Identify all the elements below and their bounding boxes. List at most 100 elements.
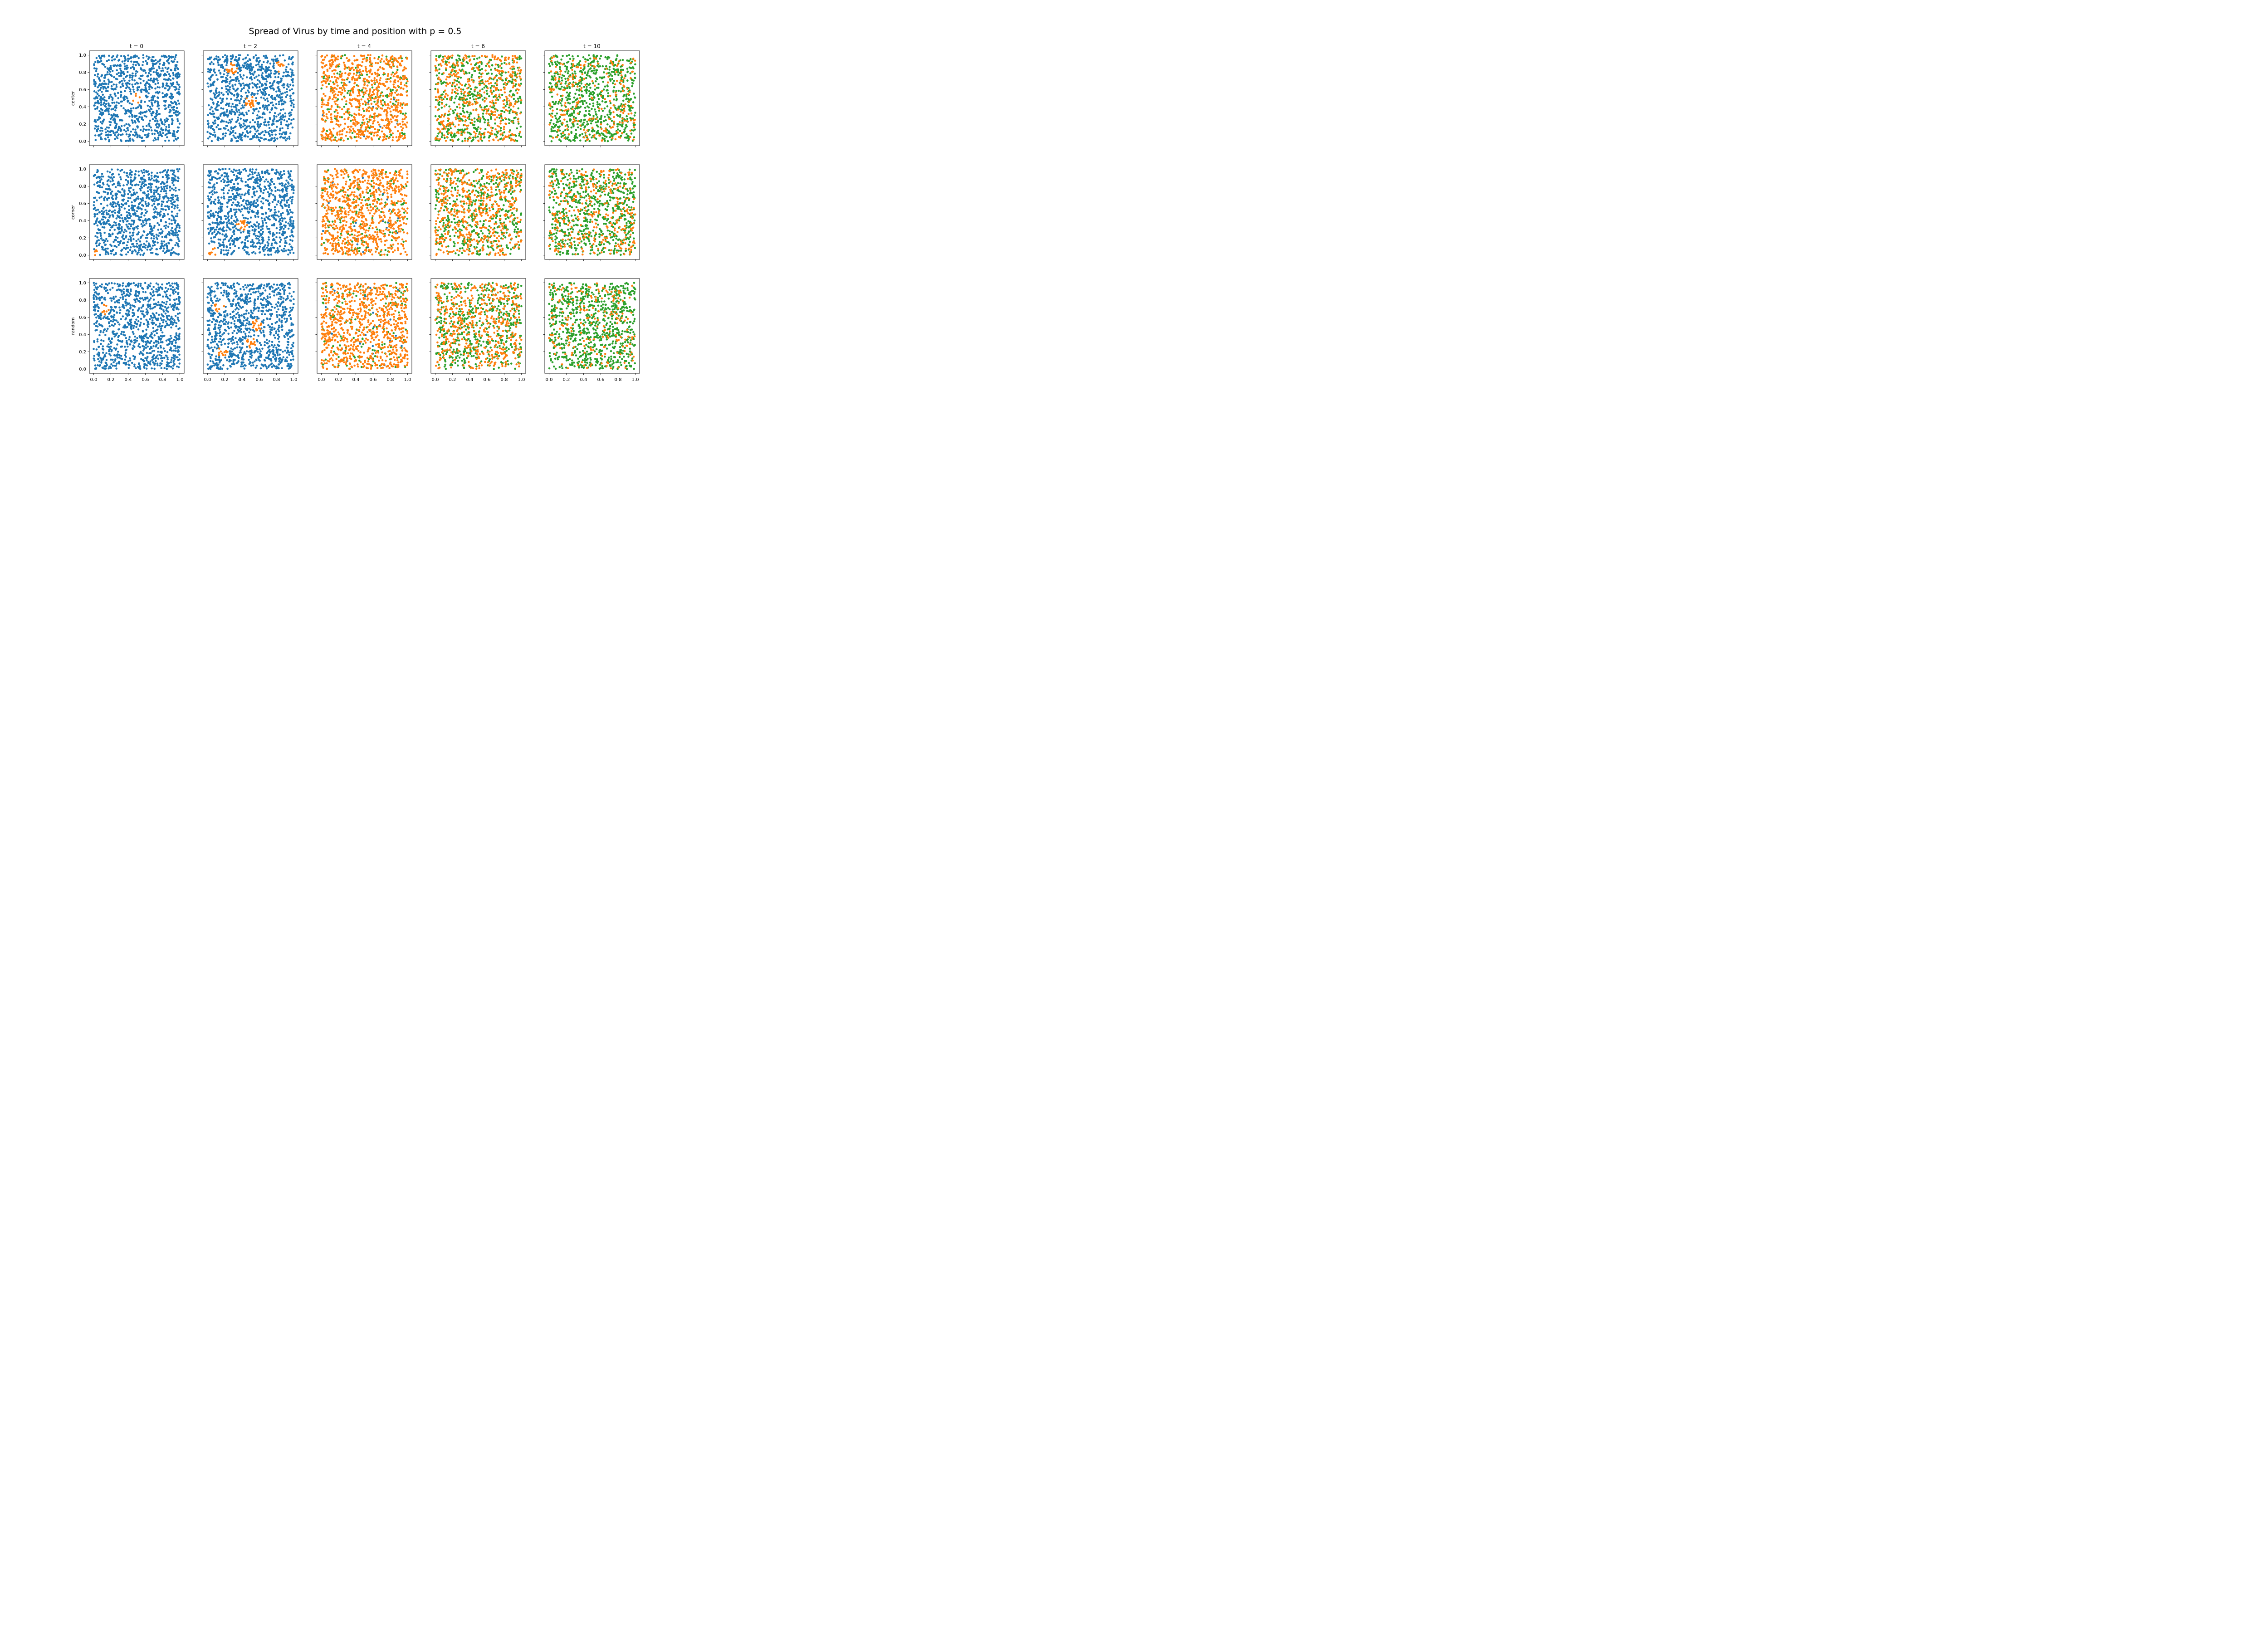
point-infected: [368, 93, 371, 95]
point-susceptible: [218, 91, 220, 93]
point-infected: [347, 126, 349, 128]
point-susceptible: [143, 114, 146, 117]
point-susceptible: [246, 68, 249, 70]
point-infected: [494, 118, 496, 121]
point-infected: [344, 72, 347, 74]
point-susceptible: [284, 59, 286, 62]
point-infected: [348, 111, 351, 114]
point-susceptible: [132, 64, 135, 66]
point-infected: [369, 131, 371, 134]
point-recovered: [516, 127, 518, 130]
point-infected: [352, 68, 355, 71]
point-recovered: [371, 97, 373, 99]
point-susceptible: [137, 57, 140, 59]
point-infected: [402, 88, 405, 90]
point-susceptible: [123, 95, 126, 98]
point-susceptible: [140, 91, 142, 93]
point-recovered: [443, 81, 445, 83]
point-susceptible: [130, 130, 132, 133]
point-susceptible: [271, 84, 274, 87]
point-susceptible: [107, 133, 110, 136]
point-recovered: [566, 67, 568, 70]
point-susceptible: [128, 115, 131, 118]
point-susceptible: [291, 72, 294, 74]
point-infected: [444, 96, 446, 98]
point-susceptible: [259, 125, 261, 127]
point-susceptible: [247, 136, 249, 138]
point-infected: [254, 100, 257, 102]
point-susceptible: [280, 123, 283, 126]
point-susceptible: [263, 123, 266, 126]
point-susceptible: [266, 70, 268, 73]
point-infected: [477, 117, 479, 120]
point-recovered: [624, 137, 626, 139]
point-infected: [325, 134, 328, 137]
point-susceptible: [116, 131, 118, 133]
point-recovered: [579, 111, 581, 113]
point-infected: [443, 134, 445, 137]
point-recovered: [548, 63, 550, 65]
point-recovered: [345, 103, 347, 106]
point-recovered: [604, 101, 606, 103]
point-infected: [476, 94, 479, 97]
point-susceptible: [168, 111, 171, 113]
point-infected: [251, 96, 254, 98]
point-susceptible: [133, 114, 136, 117]
point-recovered: [607, 95, 609, 98]
point-infected: [389, 80, 392, 83]
point-recovered: [354, 67, 357, 69]
point-infected: [380, 101, 382, 103]
point-infected: [516, 56, 518, 59]
point-susceptible: [164, 87, 167, 90]
point-infected: [396, 115, 399, 117]
point-infected: [502, 70, 504, 73]
point-recovered: [613, 86, 616, 88]
point-recovered: [599, 57, 601, 60]
point-susceptible: [220, 107, 222, 109]
point-infected: [507, 136, 510, 138]
point-infected: [352, 87, 354, 89]
point-recovered: [596, 60, 599, 63]
point-susceptible: [130, 67, 132, 69]
point-infected: [332, 127, 335, 130]
point-recovered: [561, 134, 564, 137]
point-infected: [627, 93, 630, 95]
point-infected: [337, 94, 339, 97]
point-susceptible: [142, 111, 144, 114]
point-infected: [511, 121, 513, 123]
point-susceptible: [147, 132, 150, 135]
point-infected: [574, 81, 577, 84]
point-susceptible: [174, 65, 177, 67]
point-infected: [376, 121, 379, 123]
point-susceptible: [130, 108, 132, 110]
point-infected: [450, 123, 453, 125]
point-infected: [517, 69, 520, 72]
point-susceptible: [120, 69, 122, 72]
point-susceptible: [171, 84, 173, 87]
point-recovered: [453, 101, 455, 104]
point-recovered: [478, 72, 481, 74]
point-susceptible: [121, 72, 123, 74]
point-susceptible: [291, 69, 293, 72]
point-susceptible: [243, 87, 245, 89]
point-recovered: [466, 110, 468, 113]
point-susceptible: [148, 125, 151, 127]
point-recovered: [443, 137, 446, 139]
point-susceptible: [114, 120, 116, 122]
point-recovered: [626, 71, 629, 73]
point-susceptible: [262, 112, 264, 114]
point-infected: [491, 111, 493, 113]
point-recovered: [555, 101, 557, 103]
point-infected: [402, 137, 405, 140]
point-infected: [404, 114, 406, 117]
point-susceptible: [168, 96, 171, 98]
point-infected: [451, 54, 454, 57]
point-infected: [483, 132, 486, 134]
point-infected: [479, 105, 481, 108]
point-susceptible: [177, 113, 180, 116]
point-recovered: [455, 95, 458, 98]
point-infected: [567, 133, 570, 136]
point-susceptible: [288, 136, 291, 138]
point-susceptible: [105, 134, 108, 137]
point-infected: [341, 98, 343, 101]
